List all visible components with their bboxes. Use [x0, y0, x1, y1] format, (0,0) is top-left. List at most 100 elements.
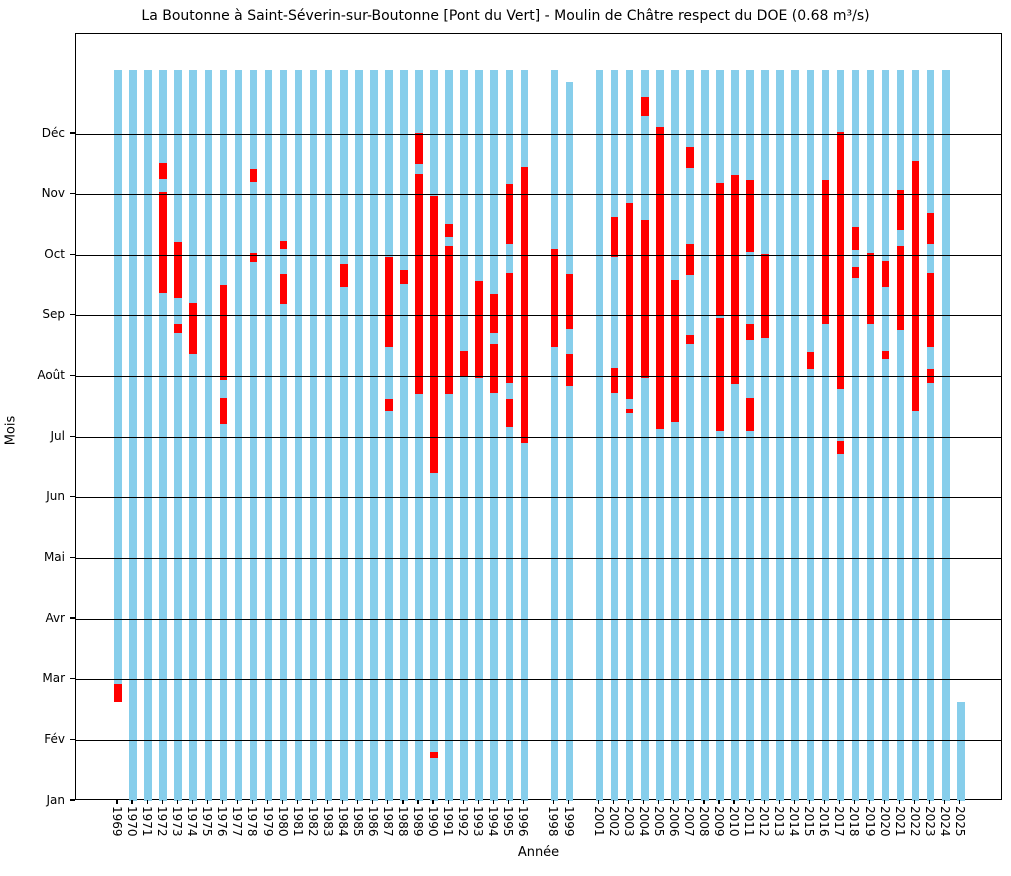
year-bar-1987: [385, 70, 393, 801]
y-tick-label-Mai: Mai: [43, 549, 65, 564]
red-segment-1973-0: [174, 323, 182, 334]
x-tick-2005: [658, 800, 660, 804]
red-segment-1987-0: [385, 398, 393, 412]
y-tick-label-Déc: Déc: [41, 125, 65, 140]
y-tick-label-Nov: Nov: [41, 186, 65, 201]
year-bar-1969: [114, 70, 122, 702]
red-segment-2018-1: [851, 226, 860, 251]
year-bar-2021: [896, 70, 905, 801]
red-segment-1980-1: [279, 240, 288, 249]
year-bar-2022: [911, 70, 920, 801]
red-segment-2022-0: [911, 161, 920, 412]
x-tick-1975: [206, 800, 208, 804]
red-segment-1974-0: [189, 303, 198, 355]
y-tick-Jun: [70, 496, 75, 498]
year-bar-2013: [776, 70, 784, 801]
plot-area: [75, 33, 1002, 801]
x-tick-label-1971: 1971: [140, 806, 155, 837]
x-tick-1993: [477, 800, 479, 804]
x-tick-label-2019: 2019: [862, 806, 877, 837]
red-segment-2017-0: [836, 440, 845, 455]
x-tick-label-2017: 2017: [832, 806, 847, 837]
x-tick-label-1996: 1996: [516, 806, 531, 837]
x-tick-1990: [432, 800, 434, 804]
y-tick-Jan: [70, 799, 75, 801]
x-tick-label-1984: 1984: [335, 806, 350, 837]
year-bar-1971: [144, 70, 152, 801]
red-segment-1978-0: [249, 253, 258, 262]
red-segment-1984-0: [339, 264, 348, 288]
x-tick-label-2016: 2016: [817, 806, 832, 837]
grid-line-Mar: [76, 679, 1001, 681]
red-segment-1998-0: [550, 249, 559, 348]
x-tick-label-1982: 1982: [305, 806, 320, 837]
x-tick-1998: [552, 800, 555, 804]
x-tick-2011: [748, 800, 750, 804]
y-tick-label-Mar: Mar: [42, 671, 65, 686]
x-tick-1989: [417, 800, 419, 804]
year-bar-1974: [189, 70, 198, 801]
x-tick-label-2015: 2015: [802, 806, 817, 837]
red-segment-1976-0: [219, 397, 228, 424]
x-tick-2013: [778, 800, 780, 804]
year-bar-2019: [866, 70, 875, 801]
y-tick-label-Sep: Sep: [42, 307, 65, 322]
x-tick-2020: [883, 800, 886, 804]
x-tick-1969: [116, 800, 118, 804]
year-bar-1976: [219, 70, 228, 801]
x-tick-label-1987: 1987: [380, 806, 395, 837]
red-segment-2018-0: [851, 266, 860, 278]
x-tick-1978: [251, 800, 254, 804]
x-tick-label-1995: 1995: [501, 806, 516, 837]
x-tick-2018: [853, 800, 856, 804]
red-segment-2005-0: [656, 126, 664, 429]
x-tick-label-2001: 2001: [591, 806, 606, 837]
red-segment-1973-1: [174, 241, 182, 298]
year-bar-1973: [174, 70, 182, 801]
x-tick-2004: [643, 800, 645, 804]
red-segment-2007-1: [686, 244, 694, 275]
red-segment-1993-0: [475, 280, 483, 378]
year-bar-1985: [355, 70, 363, 801]
x-tick-2016: [823, 800, 825, 804]
y-axis-label: Mois: [3, 415, 19, 446]
x-tick-2001: [598, 800, 600, 804]
x-tick-label-1974: 1974: [185, 806, 200, 837]
red-segment-1978-1: [249, 169, 258, 182]
x-tick-1987: [387, 800, 389, 804]
year-bar-2004: [640, 70, 649, 801]
red-segment-2011-2: [746, 180, 754, 252]
grid-line-Déc: [76, 133, 1001, 135]
x-tick-label-2023: 2023: [922, 806, 937, 837]
x-tick-label-2004: 2004: [636, 806, 651, 837]
y-tick-label-Jun: Jun: [46, 489, 65, 504]
x-tick-1970: [131, 800, 133, 804]
year-bar-2012: [761, 70, 769, 801]
year-bar-1975: [204, 70, 213, 801]
red-segment-1990-1: [430, 195, 438, 473]
x-tick-2006: [673, 800, 675, 804]
year-bar-1989: [415, 70, 423, 801]
x-tick-2010: [733, 800, 735, 804]
x-tick-label-1976: 1976: [215, 806, 230, 837]
x-tick-label-1979: 1979: [260, 806, 275, 837]
x-tick-1982: [312, 800, 314, 804]
year-bar-2020: [881, 70, 890, 801]
y-tick-Mar: [70, 678, 75, 680]
red-segment-1972-0: [159, 191, 167, 293]
x-tick-label-2002: 2002: [606, 806, 621, 837]
x-axis-label: Année: [517, 845, 560, 860]
year-bar-1994: [490, 70, 499, 801]
x-tick-label-1990: 1990: [426, 806, 441, 837]
year-bar-2003: [625, 70, 634, 801]
x-tick-label-2012: 2012: [757, 806, 772, 837]
x-tick-label-1975: 1975: [200, 806, 215, 837]
x-tick-label-2014: 2014: [787, 806, 802, 837]
x-tick-2019: [868, 800, 871, 804]
year-bar-1978: [249, 70, 258, 801]
red-segment-2006-0: [671, 279, 679, 422]
x-tick-1988: [402, 800, 404, 804]
year-bar-2005: [656, 70, 664, 801]
x-tick-label-1993: 1993: [471, 806, 486, 837]
red-segment-1994-0: [490, 344, 499, 393]
